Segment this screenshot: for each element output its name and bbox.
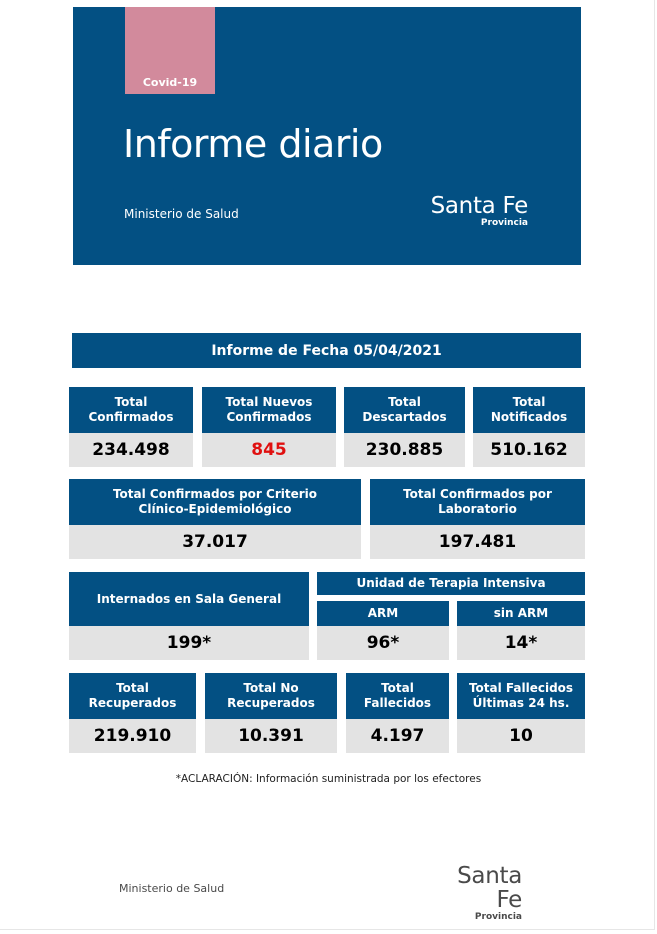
stat-label: Total Recuperados xyxy=(69,673,196,719)
stat-label: Total Confirmados por Laboratorio xyxy=(370,479,585,525)
report-title: Informe diario xyxy=(123,122,383,166)
stat-label: ARM xyxy=(317,601,449,626)
stat-value: 197.481 xyxy=(370,525,585,559)
stat-value: 199* xyxy=(69,626,309,660)
stat-criterio-clinico: Total Confirmados por Criterio Clínico-E… xyxy=(69,479,361,559)
stat-label: Total Notificados xyxy=(473,387,585,433)
stat-label: Internados en Sala General xyxy=(69,572,309,626)
report-date-bar: Informe de Fecha 05/04/2021 xyxy=(72,333,581,368)
covid-tag-label: Covid-19 xyxy=(142,76,198,89)
stat-laboratorio: Total Confirmados por Laboratorio 197.48… xyxy=(370,479,585,559)
stat-value: 234.498 xyxy=(69,433,193,467)
stat-uti-arm: ARM 96* xyxy=(317,601,449,660)
stat-uti-sin-arm: sin ARM 14* xyxy=(457,601,585,660)
stat-nuevos-confirmados: Total Nuevos Confirmados 845 xyxy=(202,387,336,467)
header-ministry: Ministerio de Salud xyxy=(124,207,239,221)
stat-value: 230.885 xyxy=(344,433,465,467)
clarification-note: *ACLARACIÓN: Información suministrada po… xyxy=(175,773,482,785)
stat-value: 845 xyxy=(202,433,336,467)
stat-fallecidos-24hs: Total Fallecidos Últimas 24 hs. 10 xyxy=(457,673,585,753)
stat-label: Total Fallecidos xyxy=(346,673,449,719)
stat-total-recuperados: Total Recuperados 219.910 xyxy=(69,673,196,753)
stat-label: Total Fallecidos Últimas 24 hs. xyxy=(457,673,585,719)
footer-logo-main-text: Santa Fe xyxy=(457,863,522,913)
stat-value: 510.162 xyxy=(473,433,585,467)
stat-label: Total Nuevos Confirmados xyxy=(202,387,336,433)
footer-santa-fe-logo: Santa Fe Provincia xyxy=(430,864,522,922)
stat-label: Total No Recuperados xyxy=(205,673,337,719)
stat-value: 96* xyxy=(317,626,449,660)
santa-fe-logo: Santa Fe Provincia xyxy=(430,193,529,228)
stat-internados-sala-general: Internados en Sala General 199* xyxy=(69,572,309,660)
logo-main-text: Santa Fe xyxy=(430,193,529,219)
uti-label: Unidad de Terapia Intensiva xyxy=(317,572,585,595)
stat-value: 14* xyxy=(457,626,585,660)
stat-value: 37.017 xyxy=(69,525,361,559)
stat-total-notificados: Total Notificados 510.162 xyxy=(473,387,585,467)
uti-group: Unidad de Terapia Intensiva xyxy=(317,572,585,595)
footer-ministry: Ministerio de Salud xyxy=(119,882,225,895)
stat-value: 10.391 xyxy=(205,719,337,753)
stat-no-recuperados: Total No Recuperados 10.391 xyxy=(205,673,337,753)
stat-total-descartados: Total Descartados 230.885 xyxy=(344,387,465,467)
logo-sub-text: Provincia xyxy=(480,218,528,228)
stat-label: Total Confirmados por Criterio Clínico-E… xyxy=(69,479,361,525)
stat-total-confirmados: Total Confirmados 234.498 xyxy=(69,387,193,467)
stat-label: Total Confirmados xyxy=(69,387,193,433)
report-header: Covid-19 Informe diario Ministerio de Sa… xyxy=(73,7,581,265)
stat-value: 219.910 xyxy=(69,719,196,753)
stat-label: Total Descartados xyxy=(344,387,465,433)
stat-total-fallecidos: Total Fallecidos 4.197 xyxy=(346,673,449,753)
stat-value: 10 xyxy=(457,719,585,753)
stat-value: 4.197 xyxy=(346,719,449,753)
covid-tag: Covid-19 xyxy=(125,7,215,94)
footer-logo-sub-text: Provincia xyxy=(474,912,522,922)
stat-label: sin ARM xyxy=(457,601,585,626)
